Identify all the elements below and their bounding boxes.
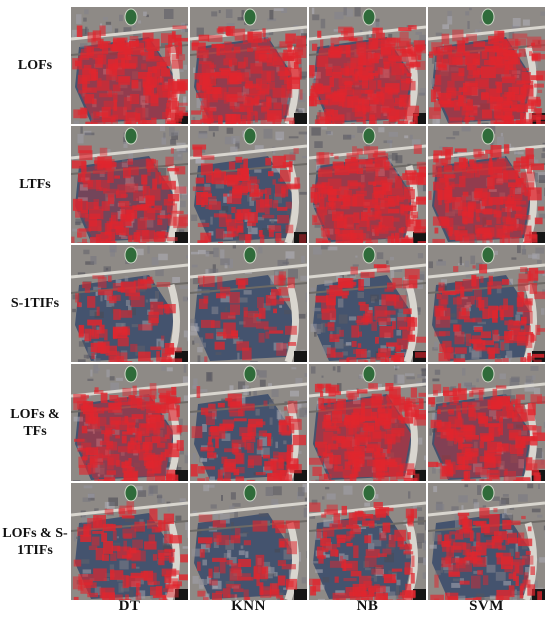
result-map-tile	[309, 7, 426, 124]
column-label: DT	[118, 598, 141, 614]
satellite-map-image	[71, 364, 188, 481]
result-map-tile	[71, 126, 188, 243]
result-map-tile	[428, 364, 545, 481]
satellite-map-image	[71, 245, 188, 362]
row-label: S-1TIFs	[10, 296, 60, 311]
satellite-map-image	[190, 364, 307, 481]
satellite-map-image	[190, 483, 307, 600]
result-map-tile	[428, 245, 545, 362]
row-label: LOFs	[17, 58, 53, 73]
result-map-tile	[309, 245, 426, 362]
satellite-map-image	[190, 245, 307, 362]
column-label: NB	[356, 598, 379, 614]
satellite-map-image	[71, 7, 188, 124]
satellite-map-image	[428, 364, 545, 481]
result-map-tile	[190, 245, 307, 362]
satellite-map-image	[309, 364, 426, 481]
result-map-tile	[428, 483, 545, 600]
satellite-map-image	[71, 126, 188, 243]
satellite-map-image	[309, 245, 426, 362]
satellite-map-image	[428, 245, 545, 362]
satellite-map-image	[428, 126, 545, 243]
row-label: LTFs	[19, 177, 51, 192]
result-map-tile	[190, 126, 307, 243]
column-label: SVM	[469, 598, 504, 614]
result-map-tile	[190, 483, 307, 600]
result-map-tile	[190, 364, 307, 481]
result-map-tile	[71, 245, 188, 362]
result-map-tile	[71, 7, 188, 124]
result-map-tile	[428, 7, 545, 124]
row-label: LOFs & TFs	[10, 406, 60, 439]
satellite-map-image	[190, 126, 307, 243]
satellite-map-image	[309, 483, 426, 600]
row-label: LOFs & S- 1TIFs	[2, 525, 68, 558]
satellite-map-image	[428, 7, 545, 124]
result-map-tile	[309, 364, 426, 481]
result-map-tile	[71, 483, 188, 600]
satellite-map-image	[309, 126, 426, 243]
satellite-map-image	[309, 7, 426, 124]
result-map-tile	[309, 483, 426, 600]
result-map-tile	[428, 126, 545, 243]
result-map-tile	[190, 7, 307, 124]
result-map-tile	[71, 364, 188, 481]
column-label: KNN	[231, 598, 266, 614]
result-map-tile	[309, 126, 426, 243]
satellite-map-image	[71, 483, 188, 600]
satellite-map-image	[190, 7, 307, 124]
satellite-map-image	[428, 483, 545, 600]
